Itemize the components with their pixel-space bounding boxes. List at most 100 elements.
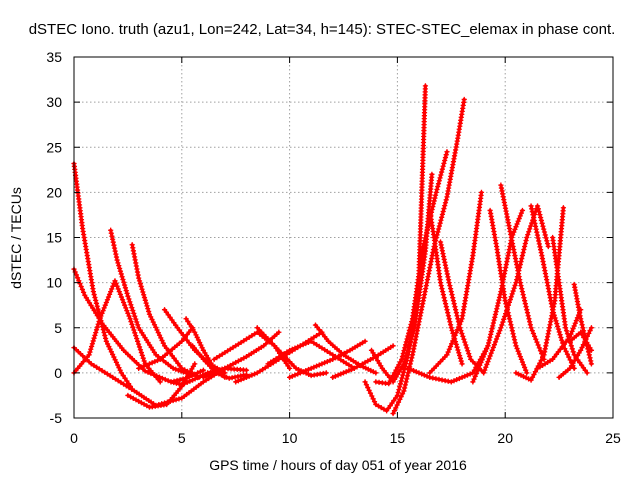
data-point-marker — [527, 226, 533, 232]
data-point-marker — [170, 365, 176, 371]
data-point-marker — [115, 286, 121, 292]
data-point-marker — [462, 373, 468, 379]
data-point-marker — [235, 358, 241, 364]
data-point-marker — [451, 378, 457, 384]
data-point-marker — [251, 331, 258, 337]
data-point-marker — [125, 293, 131, 299]
data-point-marker — [584, 370, 590, 376]
data-point-marker — [142, 368, 148, 374]
data-point-marker — [464, 345, 470, 351]
data-point-marker — [533, 336, 539, 342]
data-point-marker — [111, 354, 117, 360]
data-point-marker — [156, 332, 163, 338]
data-point-marker — [305, 366, 312, 373]
data-point-marker — [448, 325, 454, 331]
data-point-marker — [538, 357, 544, 364]
data-point-marker — [362, 359, 368, 366]
data-point-marker — [136, 344, 143, 350]
data-point-marker — [530, 330, 537, 337]
data-point-marker — [506, 299, 512, 305]
data-point-marker — [430, 201, 437, 207]
data-point-marker — [390, 372, 396, 379]
data-point-marker — [491, 317, 497, 323]
data-point-marker — [443, 304, 449, 310]
data-point-marker — [129, 321, 135, 327]
data-series-layer — [71, 83, 595, 417]
data-point-marker — [365, 358, 371, 364]
data-point-marker — [450, 338, 456, 344]
data-point-marker — [91, 335, 97, 341]
data-point-marker — [112, 357, 118, 363]
data-point-marker — [313, 363, 320, 369]
data-point-marker — [442, 298, 448, 304]
data-point-marker — [429, 171, 435, 177]
data-point-marker — [396, 387, 402, 393]
data-point-marker — [586, 330, 592, 336]
data-point-marker — [470, 370, 476, 376]
data-point-marker — [116, 263, 122, 269]
data-point-marker — [443, 197, 449, 203]
data-point-marker — [233, 343, 239, 349]
data-point-marker — [327, 357, 333, 364]
data-point-marker — [436, 223, 442, 229]
data-point-marker — [471, 376, 477, 382]
data-point-marker — [563, 328, 570, 334]
data-point-marker — [425, 223, 431, 230]
data-point-marker — [145, 306, 151, 312]
data-point-marker — [456, 352, 463, 359]
data-point-marker — [94, 364, 100, 370]
data-point-marker — [80, 289, 87, 295]
data-point-marker — [588, 325, 595, 331]
data-point-marker — [536, 209, 542, 215]
data-point-marker — [518, 210, 524, 216]
data-point-marker — [373, 370, 379, 376]
data-point-marker — [357, 362, 363, 369]
data-point-marker — [403, 352, 409, 359]
data-point-marker — [521, 295, 527, 301]
data-point-marker — [260, 366, 266, 373]
data-point-marker — [136, 398, 142, 404]
data-point-marker — [506, 313, 512, 319]
data-point-marker — [580, 328, 587, 334]
data-point-marker — [407, 361, 413, 367]
data-series — [513, 205, 567, 383]
data-point-marker — [94, 303, 100, 309]
data-point-marker — [91, 291, 97, 298]
data-point-marker — [221, 373, 227, 379]
data-point-marker — [453, 310, 459, 316]
data-point-marker — [224, 374, 230, 380]
data-point-marker — [524, 370, 530, 376]
data-point-marker — [155, 330, 161, 336]
data-point-marker — [141, 363, 147, 369]
data-point-marker — [124, 290, 130, 296]
data-point-marker — [127, 316, 133, 322]
data-point-marker — [140, 289, 146, 295]
data-point-marker — [513, 280, 519, 286]
data-point-marker — [397, 381, 404, 387]
data-point-marker — [141, 358, 147, 364]
data-point-marker — [281, 351, 287, 357]
data-point-marker — [508, 322, 514, 328]
data-point-marker — [106, 343, 112, 350]
data-point-marker — [517, 354, 523, 360]
data-point-marker — [139, 352, 145, 358]
data-point-marker — [316, 362, 322, 368]
data-point-marker — [370, 396, 376, 402]
data-point-marker — [311, 340, 317, 346]
y-tick-label: -5 — [50, 410, 63, 426]
data-point-marker — [137, 281, 143, 287]
data-point-marker — [404, 350, 410, 356]
data-point-marker — [431, 198, 437, 204]
data-point-marker — [541, 226, 547, 232]
data-point-marker — [438, 169, 445, 175]
data-point-marker — [313, 342, 320, 348]
data-point-marker — [470, 379, 476, 385]
data-point-marker — [500, 319, 506, 325]
data-point-marker — [126, 384, 132, 391]
data-point-marker — [222, 370, 228, 376]
data-point-marker — [515, 348, 521, 354]
data-point-marker — [115, 260, 121, 266]
data-point-marker — [406, 330, 412, 336]
data-point-marker — [211, 356, 217, 362]
data-point-marker — [524, 307, 530, 313]
